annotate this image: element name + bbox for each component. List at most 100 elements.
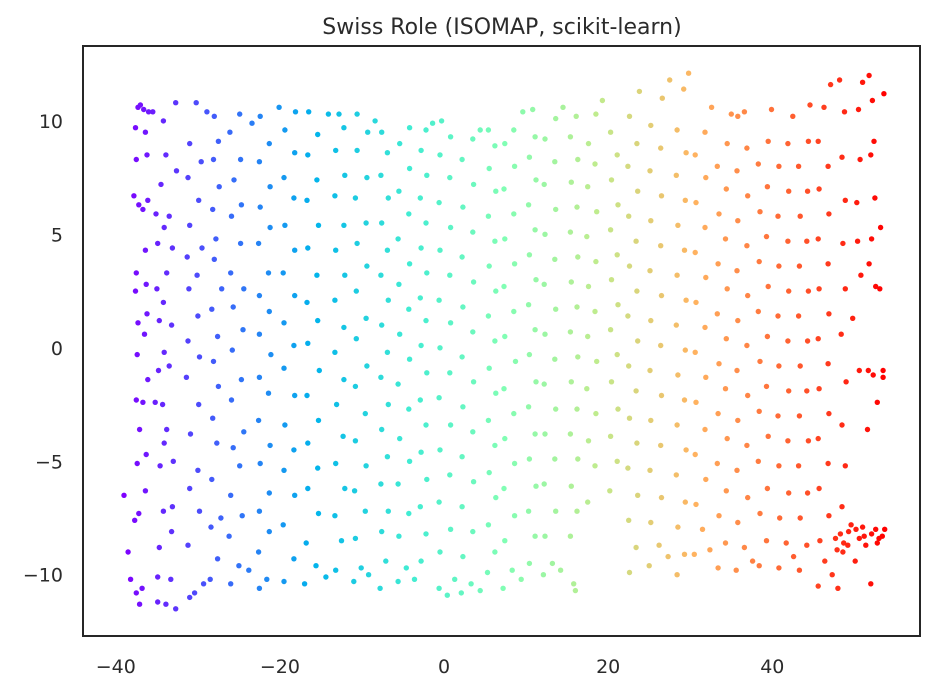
scatter-point — [526, 252, 533, 258]
scatter-point — [702, 426, 708, 433]
scatter-point — [757, 510, 763, 517]
scatter-point — [447, 272, 453, 278]
scatter-point — [880, 367, 886, 374]
scatter-point — [755, 308, 761, 315]
scatter-point — [377, 585, 383, 591]
scatter-point — [314, 272, 320, 278]
scatter-point — [237, 111, 243, 117]
scatter-point — [354, 147, 360, 154]
scatter-point — [397, 331, 403, 337]
scatter-point — [868, 531, 875, 537]
scatter-point — [675, 524, 681, 530]
scatter-point — [821, 104, 827, 111]
scatter-point — [734, 467, 740, 473]
scatter-point — [745, 193, 751, 199]
scatter-point — [315, 417, 322, 424]
scatter-point — [264, 576, 270, 582]
scatter-point — [199, 245, 205, 251]
scatter-point — [716, 211, 722, 217]
scatter-point — [429, 120, 436, 126]
scatter-point — [634, 440, 640, 446]
scatter-point — [533, 177, 539, 183]
scatter-point — [870, 372, 876, 378]
scatter-point — [281, 320, 287, 326]
scatter-point — [332, 193, 338, 199]
scatter-point — [804, 238, 810, 244]
scatter-point — [817, 538, 823, 544]
scatter-point — [707, 547, 713, 553]
scatter-point — [292, 392, 298, 399]
scatter-point — [385, 195, 391, 201]
scatter-point — [136, 601, 143, 607]
scatter-point — [693, 299, 699, 306]
scatter-point — [363, 463, 369, 469]
scatter-point — [249, 120, 255, 126]
scatter-point — [265, 270, 272, 276]
scatter-point — [553, 508, 559, 514]
scatter-point — [403, 565, 409, 571]
scatter-point — [161, 440, 167, 446]
scatter-point — [525, 404, 532, 410]
scatter-point — [858, 272, 864, 278]
scatter-point — [841, 540, 847, 546]
scatter-point — [196, 401, 202, 408]
scatter-point — [567, 533, 574, 539]
scatter-point — [168, 322, 175, 328]
scatter-point — [626, 113, 633, 120]
scatter-point — [304, 299, 310, 306]
scatter-point — [608, 379, 615, 385]
y-axis-ticks: −10 −5 0 5 10 — [23, 111, 63, 587]
scatter-point — [492, 338, 498, 344]
scatter-point — [656, 542, 662, 548]
scatter-point — [868, 152, 874, 158]
scatter-point — [832, 535, 839, 542]
scatter-point — [492, 238, 498, 244]
scatter-point — [241, 286, 247, 292]
scatter-point — [757, 358, 763, 365]
scatter-point — [683, 150, 689, 156]
scatter-point — [681, 86, 687, 92]
scatter-point — [699, 526, 706, 532]
scatter-point — [228, 397, 235, 403]
scatter-point — [593, 410, 599, 417]
scatter-point — [144, 152, 150, 158]
scatter-point — [567, 229, 574, 235]
scatter-point — [733, 567, 739, 573]
scatter-point — [775, 413, 781, 419]
scatter-point — [214, 556, 221, 562]
scatter-point — [333, 567, 339, 573]
scatter-point — [755, 458, 761, 464]
scatter-point — [486, 469, 492, 476]
scatter-point — [447, 134, 454, 140]
scatter-point — [486, 263, 492, 269]
scatter-point — [702, 129, 708, 135]
scatter-point — [584, 233, 590, 240]
scatter-point — [674, 127, 680, 133]
scatter-point — [485, 417, 492, 424]
scatter-point — [648, 317, 654, 324]
scatter-point — [470, 279, 477, 285]
scatter-point — [395, 481, 401, 487]
scatter-point — [351, 578, 357, 585]
scatter-point — [378, 374, 384, 380]
scatter-point — [714, 460, 720, 467]
scatter-point — [424, 270, 430, 276]
scatter-point — [873, 283, 879, 290]
scatter-point — [658, 494, 665, 501]
scatter-point — [575, 156, 581, 163]
scatter-point — [159, 401, 166, 408]
scatter-point — [268, 351, 274, 358]
scatter-point — [765, 433, 771, 439]
scatter-point — [305, 340, 311, 346]
scatter-point — [140, 399, 146, 405]
scatter-point — [281, 467, 287, 473]
scatter-point — [417, 504, 423, 510]
scatter-point — [674, 422, 680, 428]
scatter-point — [815, 236, 821, 242]
scatter-point — [315, 317, 321, 324]
scatter-point — [584, 386, 590, 392]
scatter-point — [447, 526, 454, 532]
scatter-point — [592, 463, 598, 469]
scatter-point — [256, 331, 263, 337]
scatter-point — [125, 549, 131, 555]
